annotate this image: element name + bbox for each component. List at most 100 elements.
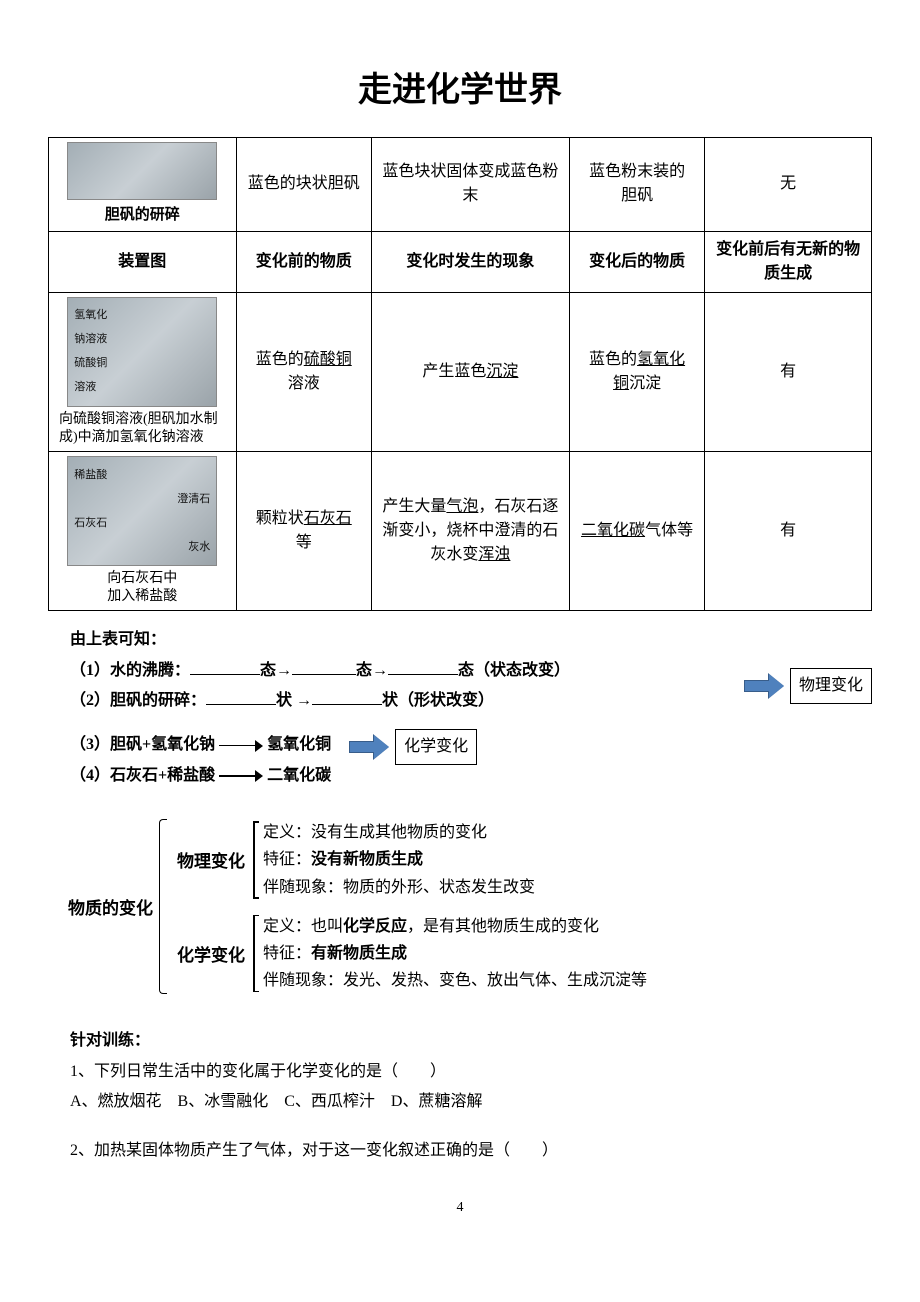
arrow-physical: 物理变化 xyxy=(744,668,872,704)
new-substance: 无 xyxy=(705,138,872,232)
text: 伴随现象： xyxy=(263,879,343,896)
phenomenon: 产生蓝色沉淀 xyxy=(371,292,569,451)
phenomenon: 产生大量气泡，石灰石逐渐变小，烧杯中澄清的石灰水变浑浊 xyxy=(371,451,569,610)
text: 状 → xyxy=(276,692,312,709)
table-row: 氢氧化 钠溶液 硫酸铜 溶液 向硫酸铜溶液(胆矾加水制 成)中滴加氢氧化钠溶液 … xyxy=(49,292,872,451)
col-header: 变化时发生的现象 xyxy=(371,231,569,292)
col-header: 变化后的物质 xyxy=(569,231,704,292)
analysis-line4: （4）石灰石+稀盐酸 二氧化碳 xyxy=(70,761,331,791)
blank xyxy=(190,659,260,675)
text: 氢氧化铜 xyxy=(267,736,331,753)
new-substance: 有 xyxy=(705,292,872,451)
underline-text: 硫酸铜 xyxy=(304,351,352,368)
label-physical-change: 物理变化 xyxy=(790,668,872,704)
bracket-icon xyxy=(159,819,167,994)
arrow-chemical: 化学变化 xyxy=(349,729,477,765)
analysis-row-34: （3）胆矾+氢氧化钠 氢氧化铜 （4）石灰石+稀盐酸 二氧化碳 化学变化 xyxy=(70,730,872,791)
text: 态（状态改变） xyxy=(458,662,570,679)
photo-label: 稀盐酸 xyxy=(74,467,107,484)
photo-label: 石灰石 xyxy=(74,515,107,532)
text: 定义： xyxy=(263,824,311,841)
text: 加入稀盐酸 xyxy=(107,589,177,604)
device-caption: 向硫酸铜溶液(胆矾加水制 成)中滴加氢氧化钠溶液 xyxy=(53,411,232,447)
tree-children: 物理变化 定义：没有生成其他物质的变化 特征：没有新物质生成 伴随现象：物质的外… xyxy=(167,813,647,1000)
arrow-icon xyxy=(349,735,389,759)
sub-items: 定义：也叫化学反应，是有其他物质生成的变化 特征：有新物质生成 伴随现象：发光、… xyxy=(263,913,647,995)
text: 蓝色粉末装的 xyxy=(589,163,685,180)
before-substance: 颗粒状石灰石等 xyxy=(236,451,371,610)
text: 成)中滴加氢氧化钠溶液 xyxy=(59,430,204,445)
page-number: 4 xyxy=(48,1200,872,1226)
label-chemical-change: 化学变化 xyxy=(395,729,477,765)
text: （1）水的沸腾： xyxy=(70,662,190,679)
device-caption: 向石灰石中 加入稀盐酸 xyxy=(53,570,232,606)
col-header: 变化前的物质 xyxy=(236,231,371,292)
underline-text: 氢氧化 xyxy=(637,351,685,368)
device-cell: 氢氧化 钠溶液 硫酸铜 溶液 向硫酸铜溶液(胆矾加水制 成)中滴加氢氧化钠溶液 xyxy=(49,292,237,451)
text: （4）石灰石+稀盐酸 xyxy=(70,767,215,784)
text: 也叫 xyxy=(311,918,343,935)
before-substance: 蓝色的块状胆矾 xyxy=(236,138,371,232)
text-bold: 有新物质生成 xyxy=(311,945,407,962)
text: 特征： xyxy=(263,945,311,962)
sub-label: 化学变化 xyxy=(173,941,249,966)
analysis-line2: （2）胆矾的研碎： 状 → 状（形状改变） xyxy=(70,686,744,716)
text: 等 xyxy=(296,534,312,551)
text-bold: 化学反应 xyxy=(343,918,407,935)
underline-text: 铜 xyxy=(613,375,629,392)
arrow-icon xyxy=(744,674,784,698)
text: 特征： xyxy=(263,851,311,868)
device-caption: 胆矾的研碎 xyxy=(53,204,232,227)
experiment-table: 胆矾的研碎 蓝色的块状胆矾 蓝色块状固体变成蓝色粉末 蓝色粉末装的 胆矾 无 装… xyxy=(48,137,872,611)
text: 态→ xyxy=(260,662,292,679)
text: 态→ xyxy=(356,662,388,679)
device-photo-hcl: 稀盐酸 澄清石 石灰石 灰水 xyxy=(67,456,217,566)
underline-text: 气泡 xyxy=(446,498,478,515)
sub-label: 物理变化 xyxy=(173,847,249,872)
underline-text: 二氧化碳 xyxy=(581,522,645,539)
text: 蓝色的 xyxy=(589,351,637,368)
photo-label: 氢氧化 xyxy=(74,307,107,324)
text: 伴随现象： xyxy=(263,972,343,989)
analysis-lead: 由上表可知： xyxy=(70,625,872,655)
text: 产生蓝色 xyxy=(422,363,486,380)
text: （2）胆矾的研碎： xyxy=(70,692,206,709)
device-photo-naoh: 氢氧化 钠溶液 硫酸铜 溶液 xyxy=(67,297,217,407)
new-substance: 有 xyxy=(705,451,872,610)
text: 没有生成其他物质的变化 xyxy=(311,824,487,841)
after-substance: 蓝色的氢氧化铜沉淀 xyxy=(569,292,704,451)
device-photo-grind xyxy=(67,142,217,200)
long-arrow-icon xyxy=(219,770,263,782)
device-cell: 胆矾的研碎 xyxy=(49,138,237,232)
text: 沉淀 xyxy=(629,375,661,392)
blank xyxy=(292,659,356,675)
photo-label: 钠溶液 xyxy=(74,331,107,348)
photo-label: 澄清石 xyxy=(177,491,210,508)
exercise-q1: 1、下列日常生活中的变化属于化学变化的是（ ） xyxy=(70,1057,872,1087)
text: 发光、发热、变色、放出气体、生成沉淀等 xyxy=(343,972,647,989)
table-row: 稀盐酸 澄清石 石灰石 灰水 向石灰石中 加入稀盐酸 颗粒状石灰石等 产生大量气… xyxy=(49,451,872,610)
long-arrow-icon xyxy=(219,740,263,752)
text: 向石灰石中 xyxy=(107,571,177,586)
tree-sub-chemical: 化学变化 定义：也叫化学反应，是有其他物质生成的变化 特征：有新物质生成 伴随现… xyxy=(173,913,647,995)
page-title: 走进化学世界 xyxy=(48,62,872,111)
tree-root: 物质的变化 xyxy=(68,894,159,919)
col-header: 装置图 xyxy=(49,231,237,292)
text: 定义： xyxy=(263,918,311,935)
analysis-row-12: （1）水的沸腾：态→态→态（状态改变） （2）胆矾的研碎：状 →状（形状改变） … xyxy=(70,656,872,717)
text: 蓝色的 xyxy=(256,351,304,368)
col-header: 变化前后有无新的物质生成 xyxy=(705,231,872,292)
text: 二氧化碳 xyxy=(267,767,331,784)
exercise-q1-options: A、燃放烟花 B、冰雪融化 C、西瓜榨汁 D、蔗糖溶解 xyxy=(70,1087,872,1117)
text: 颗粒状 xyxy=(256,510,304,527)
photo-label: 硫酸铜 xyxy=(74,355,107,372)
after-substance: 二氧化碳气体等 xyxy=(569,451,704,610)
text: 状（形状改变） xyxy=(382,692,494,709)
blank xyxy=(388,659,458,675)
photo-label: 溶液 xyxy=(74,379,96,396)
underline-text: 石灰石 xyxy=(304,510,352,527)
text: 溶液 xyxy=(288,375,320,392)
blank xyxy=(206,689,276,705)
text: 向硫酸铜溶液(胆矾加水制 xyxy=(59,412,218,427)
blank xyxy=(312,689,382,705)
